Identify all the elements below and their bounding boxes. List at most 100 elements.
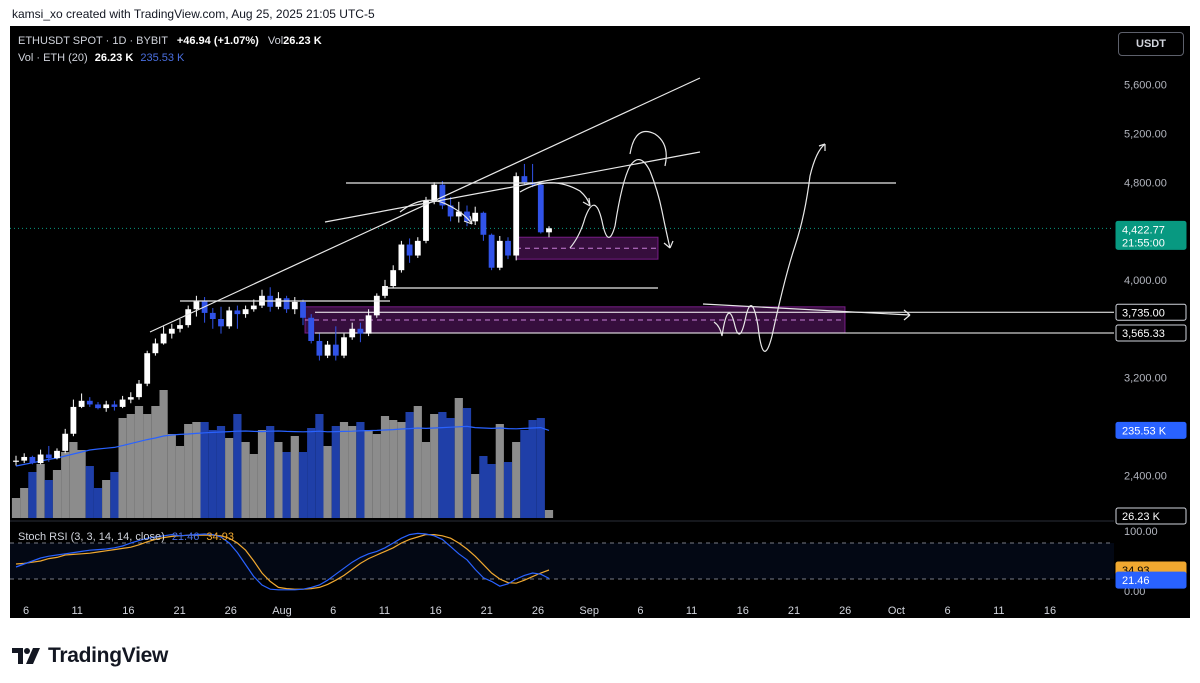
candle-body — [324, 344, 331, 356]
candle-body — [29, 456, 36, 464]
candle-body — [209, 312, 216, 320]
candle-body — [390, 270, 397, 287]
trendline-mid — [324, 151, 701, 223]
tradingview-logo-icon — [12, 648, 40, 664]
x-tick-label: 21 — [173, 605, 185, 617]
candle-body — [414, 240, 421, 256]
volume-bar — [93, 488, 103, 518]
price-tick-label: 4,800.00 — [1124, 177, 1167, 189]
candle-body — [406, 244, 413, 256]
candle-body — [398, 244, 405, 271]
candle-body — [480, 212, 487, 235]
arrow-head-4 — [818, 143, 826, 151]
volume-bar — [421, 442, 431, 518]
candle-body — [308, 317, 315, 341]
price-axis-svg[interactable]: 5,600.00 5,200.00 4,800.00 4,000.00 3,200.00… — [1114, 26, 1190, 618]
volume-bar — [208, 430, 217, 518]
price-axis[interactable]: 5,600.00 5,200.00 4,800.00 4,000.00 3,200.00… — [1114, 26, 1190, 618]
stoch-d-value: 34.93 — [206, 531, 234, 543]
candle-body — [70, 406, 77, 434]
candle-body — [382, 286, 388, 296]
x-tick-label: Oct — [888, 605, 905, 617]
forecast-path-1 — [569, 159, 671, 249]
candle-body — [283, 298, 290, 310]
candle-body — [455, 211, 462, 217]
volume-bar — [479, 456, 488, 518]
volume-bar — [413, 406, 422, 518]
candle-body — [185, 309, 192, 326]
volume-bar — [298, 452, 308, 518]
candle-body — [62, 433, 69, 451]
candle-body — [472, 212, 479, 222]
stoch-tick-label: 100.00 — [1124, 526, 1158, 538]
volume-bar — [372, 434, 381, 518]
drawings — [149, 77, 911, 352]
arrow-head-1 — [463, 215, 473, 225]
volume-bar — [307, 428, 316, 518]
candle-body — [546, 228, 552, 233]
volume-bar — [151, 406, 160, 518]
candle-body — [496, 240, 503, 268]
volume-bar — [495, 424, 504, 518]
candle-body — [373, 295, 380, 316]
x-tick-label: 16 — [122, 605, 134, 617]
volume-bar — [503, 462, 513, 518]
volume-bar — [544, 510, 554, 518]
volume-bar — [536, 418, 545, 518]
volume-bar — [175, 446, 185, 518]
level-badge-text: 3,565.33 — [1122, 328, 1165, 340]
trendline-upper — [149, 77, 701, 333]
candle-body — [218, 319, 224, 327]
volume-bar — [241, 442, 250, 518]
candle-body — [177, 325, 183, 329]
volume-bar — [266, 426, 275, 518]
attribution-text: kamsi_xo created with TradingView.com, A… — [12, 7, 375, 21]
symbol-legend: ETHUSDT SPOT · 1D · BYBIT +46.94 (+1.07%… — [18, 35, 322, 47]
x-tick-label: 26 — [532, 605, 544, 617]
stoch-k-badge-text: 21.46 — [1122, 575, 1150, 587]
candle-body — [447, 205, 454, 217]
currency-button[interactable]: USDT — [1118, 32, 1184, 56]
x-tick-label: 11 — [379, 605, 390, 617]
volume-bar — [77, 450, 86, 518]
volume-bar — [225, 438, 234, 518]
volume-badge-text: 26.23 K — [1122, 511, 1161, 523]
volume-bar — [323, 446, 332, 518]
volume-bar — [462, 408, 472, 518]
price-tick-label: 5,200.00 — [1124, 128, 1167, 140]
volume-bar — [356, 422, 365, 518]
candle-body — [488, 234, 495, 268]
stoch-d-line — [15, 534, 550, 590]
level-badge-bg — [1115, 324, 1187, 342]
candle-body — [250, 305, 257, 310]
candle-body — [431, 184, 438, 201]
candle-body — [291, 301, 298, 310]
volume-bar — [520, 430, 529, 518]
arrow-curve-1 — [399, 199, 473, 225]
volume-bar — [134, 406, 144, 518]
volume-bar — [380, 416, 390, 518]
chart-area[interactable]: 6 11 16 21 26 Aug 6 11 16 21 26 Sep 6 11 16 21 26 Oct 6 11 1… — [10, 26, 1114, 618]
candle-body — [423, 200, 429, 241]
current-price-badge-bg — [1115, 220, 1187, 250]
volume-bar — [167, 434, 176, 518]
x-tick-label: 16 — [737, 605, 749, 617]
candle-body — [21, 456, 28, 461]
volume-indicator-label: Vol · ETH (20) — [18, 52, 88, 64]
candle-body — [464, 211, 470, 222]
volume-bar — [364, 430, 373, 518]
volume-bar — [290, 436, 299, 518]
volume-bar — [216, 426, 226, 518]
candle-body — [136, 383, 142, 398]
volume-bar — [438, 412, 447, 518]
price-chart-svg[interactable]: 6 11 16 21 26 Aug 6 11 16 21 26 Sep 6 11 16 21 26 Oct 6 11 1… — [10, 26, 1114, 618]
x-tick-label: Sep — [579, 605, 599, 617]
candle-body — [103, 404, 110, 409]
candle-body — [168, 328, 175, 334]
arrow-head-5 — [903, 309, 911, 321]
x-tick-label: 16 — [429, 605, 441, 617]
price-tick-label: 3,200.00 — [1124, 373, 1167, 385]
volume-ma-badge-bg — [1115, 421, 1187, 439]
volume-bars — [11, 390, 554, 518]
x-tick-label: 26 — [839, 605, 851, 617]
